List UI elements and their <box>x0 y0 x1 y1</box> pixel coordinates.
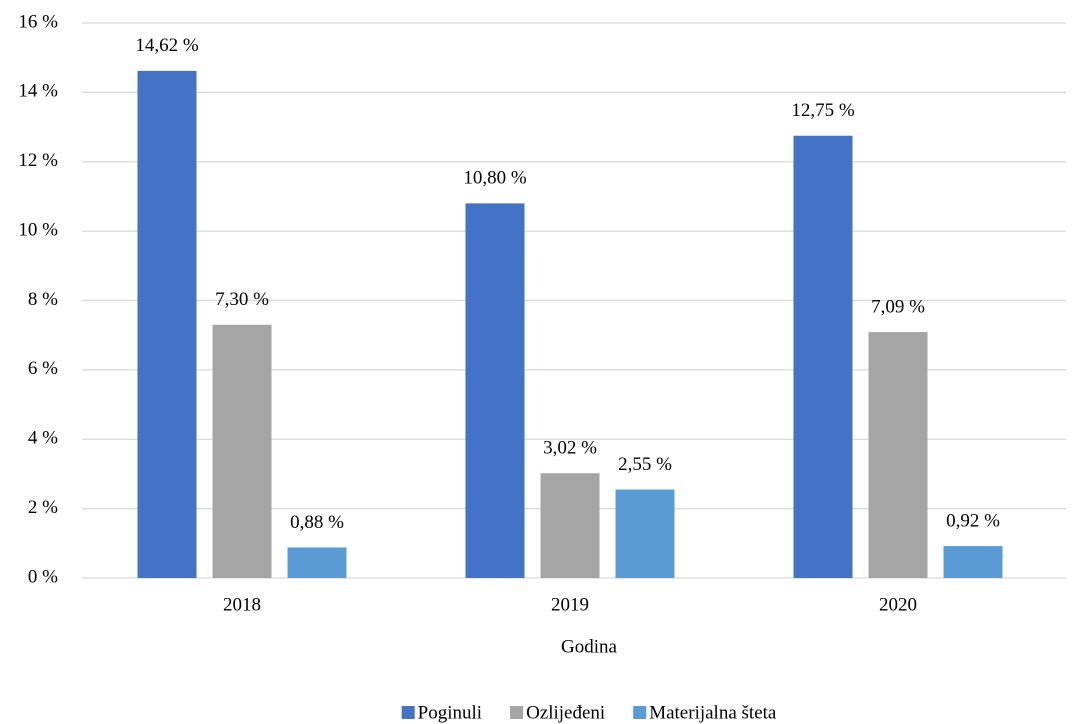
bar <box>287 547 347 578</box>
bar <box>868 332 928 578</box>
bar <box>540 473 600 578</box>
data-label: 14,62 % <box>135 35 199 56</box>
y-tick-label: 4 % <box>28 428 58 449</box>
data-label: 0,92 % <box>946 510 1000 531</box>
y-tick-label: 8 % <box>28 289 58 310</box>
bar <box>465 203 525 578</box>
y-tick-label: 6 % <box>28 358 58 379</box>
y-tick-label: 10 % <box>18 219 58 240</box>
bar <box>137 70 197 579</box>
data-label: 10,80 % <box>463 168 527 189</box>
legend-label: Ozlijeđeni <box>526 702 605 723</box>
y-tick-label: 14 % <box>18 81 58 102</box>
x-tick-label: 2019 <box>551 594 589 615</box>
y-tick-label: 0 % <box>28 566 58 587</box>
legend-swatch <box>633 706 647 719</box>
data-label: 7,30 % <box>215 289 269 310</box>
data-label: 7,09 % <box>871 296 925 317</box>
data-label: 2,55 % <box>618 454 672 475</box>
y-tick-label: 16 % <box>18 11 58 32</box>
legend-label: Materijalna šteta <box>649 702 777 723</box>
bar <box>943 546 1003 578</box>
data-label: 12,75 % <box>791 100 855 121</box>
x-tick-label: 2018 <box>223 594 261 615</box>
legend-label: Poginuli <box>418 702 482 723</box>
data-label: 3,02 % <box>543 438 597 459</box>
bar <box>793 135 853 578</box>
data-label: 0,88 % <box>290 512 344 533</box>
y-tick-label: 12 % <box>18 150 58 171</box>
x-axis-label: Godina <box>561 636 618 657</box>
bar <box>212 324 272 578</box>
legend-swatch <box>401 706 415 719</box>
legend-swatch <box>510 706 524 719</box>
y-tick-label: 2 % <box>28 497 58 518</box>
bar <box>615 489 675 578</box>
x-tick-label: 2020 <box>879 594 917 615</box>
